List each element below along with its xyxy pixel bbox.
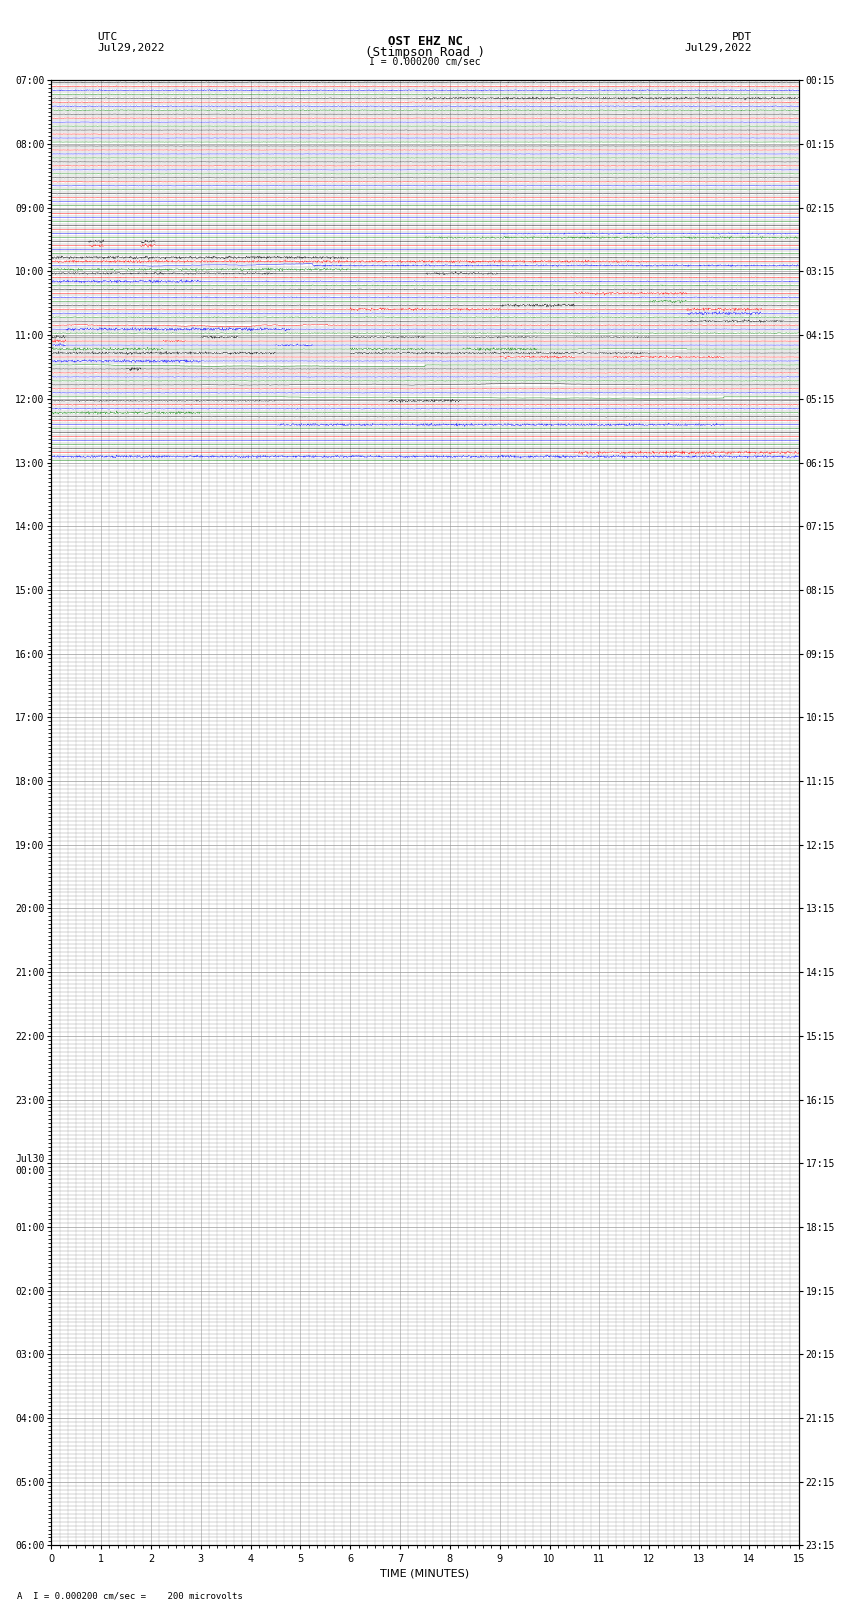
Text: PDT: PDT [732, 32, 752, 42]
Text: OST EHZ NC: OST EHZ NC [388, 35, 462, 48]
Text: A  I = 0.000200 cm/sec =    200 microvolts: A I = 0.000200 cm/sec = 200 microvolts [17, 1590, 243, 1600]
Text: Jul29,2022: Jul29,2022 [98, 44, 165, 53]
Text: (Stimpson Road ): (Stimpson Road ) [365, 45, 485, 60]
Text: UTC: UTC [98, 32, 118, 42]
X-axis label: TIME (MINUTES): TIME (MINUTES) [381, 1569, 469, 1579]
Text: I = 0.000200 cm/sec: I = 0.000200 cm/sec [369, 56, 481, 66]
Text: Jul29,2022: Jul29,2022 [685, 44, 752, 53]
